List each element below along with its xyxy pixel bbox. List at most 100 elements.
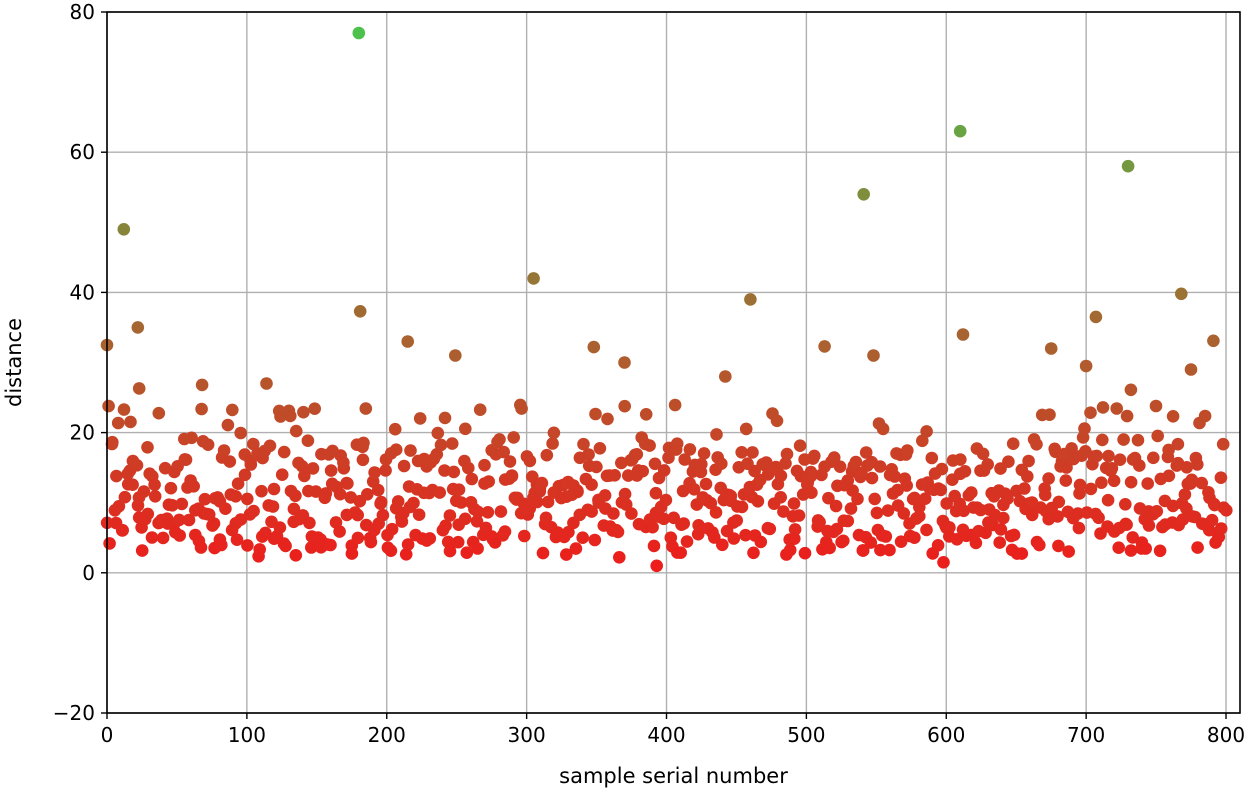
data-point — [1051, 510, 1064, 523]
data-point — [777, 505, 790, 518]
data-point — [198, 492, 212, 506]
data-point — [822, 491, 835, 505]
data-point — [662, 451, 675, 465]
data-point — [445, 437, 459, 450]
data-point — [818, 340, 831, 353]
data-point — [856, 544, 870, 557]
data-point — [935, 462, 949, 476]
data-point — [194, 541, 208, 554]
data-point — [1120, 409, 1134, 423]
data-point — [695, 457, 708, 471]
data-point — [413, 412, 427, 425]
data-point — [1214, 522, 1228, 535]
data-point — [391, 495, 405, 508]
grid — [106, 11, 1240, 714]
data-point — [1105, 462, 1119, 475]
data-point — [353, 305, 367, 318]
data-point — [351, 531, 365, 545]
data-point — [647, 539, 661, 553]
data-point — [530, 495, 544, 509]
data-point — [1095, 476, 1108, 490]
data-point — [460, 546, 474, 559]
data-point — [241, 539, 254, 552]
data-point — [849, 455, 863, 469]
data-point — [287, 502, 301, 516]
data-point — [260, 377, 273, 390]
data-point — [195, 402, 208, 416]
data-point — [1175, 287, 1188, 301]
y-axis-label: distance — [2, 318, 26, 407]
data-point — [324, 464, 338, 477]
data-point — [1042, 472, 1055, 485]
data-point — [407, 496, 420, 510]
data-point — [716, 538, 729, 552]
data-point — [1124, 383, 1138, 397]
data-point — [263, 439, 277, 453]
data-point — [727, 532, 741, 545]
data-point — [1112, 541, 1125, 554]
data-point — [1139, 542, 1152, 555]
data-point — [687, 483, 701, 496]
data-point — [608, 469, 621, 482]
data-point — [166, 499, 179, 512]
data-point — [648, 457, 662, 471]
data-point — [1079, 359, 1093, 373]
data-point — [1117, 433, 1130, 446]
data-point — [412, 508, 426, 521]
data-point — [798, 546, 812, 560]
data-point — [837, 534, 850, 548]
data-point — [546, 437, 559, 450]
data-point — [473, 403, 487, 417]
data-point — [141, 441, 154, 454]
data-point — [443, 544, 457, 558]
data-point — [674, 546, 687, 559]
data-point — [897, 507, 911, 520]
y-tick-label: 0 — [82, 561, 95, 585]
data-point — [969, 536, 983, 550]
data-point — [1092, 511, 1105, 525]
data-point — [376, 508, 390, 522]
data-point — [454, 496, 468, 509]
data-point — [792, 509, 806, 522]
data-point — [152, 406, 166, 420]
data-point — [226, 403, 239, 417]
data-point — [352, 26, 366, 40]
data-point — [763, 522, 777, 536]
data-point — [865, 471, 879, 485]
data-point — [1124, 475, 1138, 489]
data-point — [1006, 437, 1020, 451]
data-point — [1090, 449, 1103, 463]
data-point — [1062, 545, 1075, 558]
data-point — [384, 544, 398, 557]
data-point — [341, 477, 354, 490]
data-point — [710, 428, 723, 441]
data-point — [201, 438, 215, 452]
data-point — [1205, 513, 1219, 527]
data-point — [498, 525, 512, 538]
data-point — [639, 408, 653, 421]
data-point — [1015, 547, 1029, 560]
data-point — [431, 426, 445, 440]
data-point — [1089, 310, 1103, 324]
data-point — [867, 349, 880, 362]
data-point — [1078, 422, 1091, 435]
data-point — [613, 551, 626, 564]
data-point — [562, 525, 575, 539]
data-point — [1119, 498, 1132, 511]
data-point — [1195, 476, 1208, 490]
data-point — [1072, 521, 1086, 535]
data-point — [110, 469, 123, 483]
data-point — [630, 448, 644, 461]
data-point — [385, 522, 399, 536]
data-point — [754, 535, 768, 549]
data-point — [1184, 363, 1198, 376]
data-point — [1043, 408, 1056, 422]
data-point — [131, 321, 145, 334]
data-point — [148, 478, 161, 492]
data-point — [539, 511, 553, 525]
data-point — [805, 486, 818, 500]
data-point — [451, 535, 465, 549]
data-point — [913, 509, 926, 523]
data-point — [515, 402, 528, 415]
data-point — [981, 458, 994, 471]
